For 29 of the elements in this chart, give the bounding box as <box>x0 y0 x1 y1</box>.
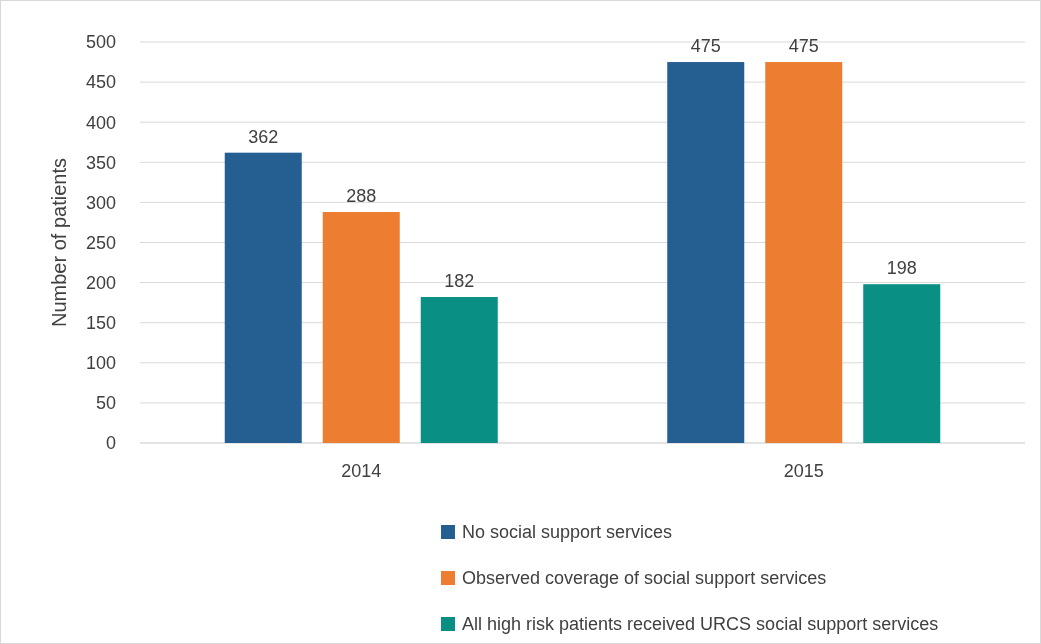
data-label: 198 <box>886 258 917 279</box>
data-label: 288 <box>346 186 377 207</box>
y-tick-label: 200 <box>85 272 116 293</box>
data-label: 475 <box>788 36 819 57</box>
y-tick-label: 300 <box>85 192 116 213</box>
legend-label: Observed coverage of social support services <box>462 568 827 589</box>
y-tick-label: 450 <box>85 72 116 93</box>
bar <box>765 62 843 443</box>
data-label: 362 <box>248 126 279 147</box>
y-tick-label: 400 <box>85 112 116 133</box>
data-label: 182 <box>444 271 475 292</box>
y-tick-label: 0 <box>105 433 116 454</box>
y-tick-label: 350 <box>85 152 116 173</box>
bar <box>667 62 745 443</box>
legend-label: No social support services <box>462 522 673 543</box>
bar <box>863 284 941 443</box>
data-label: 475 <box>690 36 721 57</box>
x-tick-label: 2015 <box>783 461 824 481</box>
legend-label: All high risk patients received URCS social support services <box>462 614 939 635</box>
x-tick-label: 2014 <box>341 461 382 481</box>
y-tick-label: 500 <box>85 32 116 53</box>
bar <box>420 297 498 443</box>
bar <box>224 152 302 443</box>
y-tick-label: 150 <box>85 313 116 333</box>
y-tick-label: 250 <box>85 232 116 253</box>
y-tick-label: 100 <box>85 353 116 374</box>
bar <box>322 212 400 443</box>
y-tick-label: 50 <box>95 393 116 414</box>
y-axis-title: Number of patients <box>48 158 70 327</box>
